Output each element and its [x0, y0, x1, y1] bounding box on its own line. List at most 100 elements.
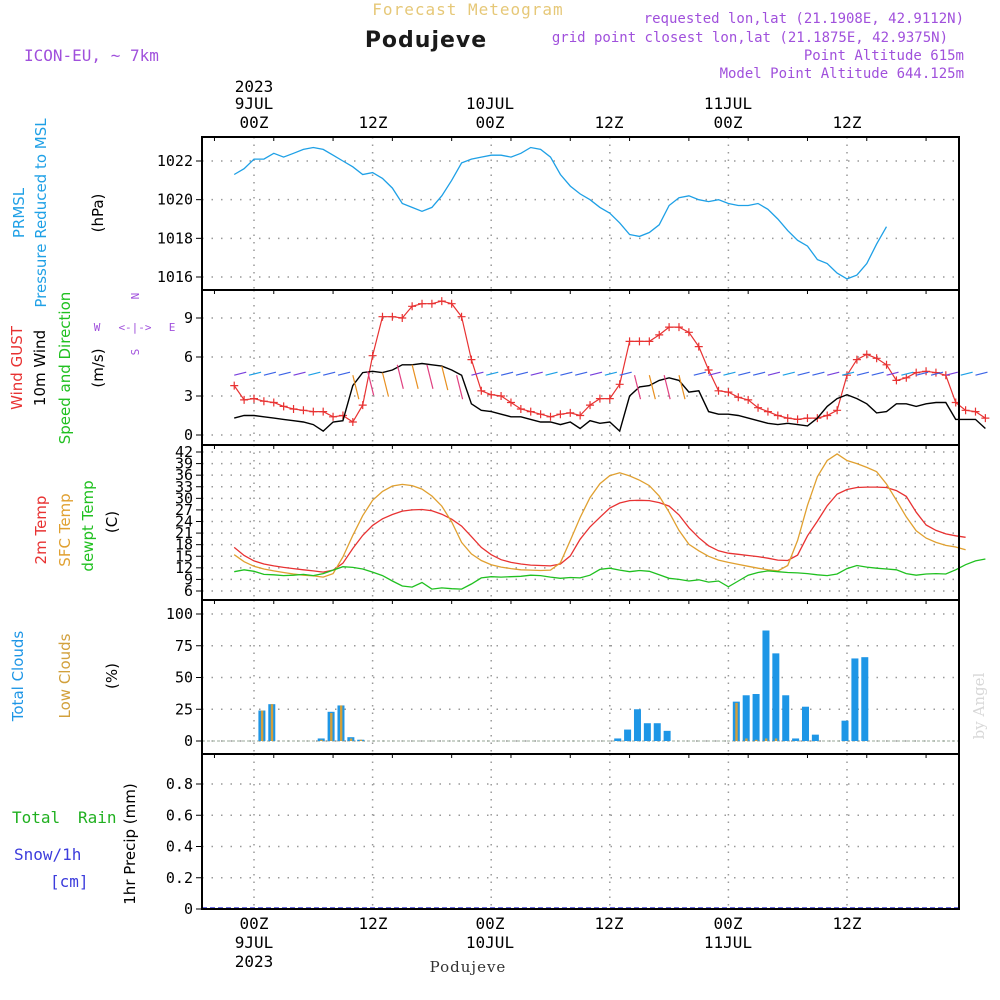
wind-gust-marker	[477, 386, 486, 395]
requested-coords: requested lon,lat (21.1908E, 42.9112N)	[644, 11, 964, 27]
y-tick-label: 50	[175, 669, 193, 687]
wind-gust-marker	[803, 414, 812, 423]
wind-direction-arrow	[916, 371, 929, 376]
wind-gust-marker	[872, 354, 881, 363]
low-cloud-bar	[735, 702, 738, 741]
wind-gust-marker	[586, 401, 595, 410]
wind-direction-arrow	[234, 371, 247, 376]
wind-gust-marker	[823, 411, 832, 420]
wind-direction-arrow	[500, 371, 514, 376]
wind-direction-arrow	[767, 371, 781, 376]
wind-direction-arrow	[589, 371, 603, 376]
low-cloud-bar	[774, 738, 778, 741]
total-cloud-bar	[624, 729, 632, 741]
location-title: Podujeve	[365, 28, 487, 53]
top-time-5: 00Z	[714, 113, 743, 132]
low-cloud-bar	[359, 739, 363, 741]
label-pressure-msl: Pressure Reduced to MSL	[32, 118, 50, 308]
wind-gust-marker	[418, 299, 427, 308]
y-tick-label: 0.6	[166, 806, 193, 824]
wind-gust-marker	[309, 407, 318, 416]
y-tick-label: 24	[175, 513, 193, 531]
wind-gust-marker	[734, 393, 743, 402]
wind-gust-marker	[546, 412, 555, 421]
wind-gust-marker	[467, 355, 476, 364]
pressure-line	[233, 146, 611, 214]
wind-direction-arrow	[545, 371, 558, 376]
wind-gust-marker	[250, 394, 258, 403]
temp-line-2m-temp	[233, 486, 966, 573]
total-cloud-bar	[782, 695, 790, 741]
y-tick-label: 0	[184, 732, 193, 750]
total-cloud-bar	[752, 694, 760, 741]
wind-direction-arrow	[738, 371, 751, 376]
total-cloud-bar	[653, 723, 661, 741]
wind-gust-marker	[862, 350, 871, 359]
wind-speed-line	[234, 362, 986, 433]
y-tick-label: 0.2	[166, 869, 193, 887]
y-tick-label: 6	[184, 348, 193, 366]
wind-direction-arrow	[308, 371, 321, 376]
compass-rose: W <-|-> E N S	[94, 293, 176, 356]
y-tick-label: 21	[175, 524, 193, 542]
wind-gust-marker	[437, 297, 446, 306]
y-tick-label: 75	[175, 637, 193, 655]
label-wind-gust: Wind GUST	[8, 325, 26, 410]
low-cloud-bar	[260, 710, 264, 741]
wind-direction-arrow	[560, 371, 573, 376]
wind-gust-marker	[358, 401, 367, 410]
wind-direction-arrow	[648, 375, 656, 400]
bottom-time-2: 12Z	[359, 914, 388, 933]
panel-frame-precip	[201, 753, 960, 910]
wind-gust-marker	[566, 408, 575, 417]
wind-direction-arrow	[693, 371, 706, 376]
model-label: ICON-EU, ~ 7km	[24, 46, 159, 65]
wind-gust-marker	[961, 406, 970, 415]
wind-gust-marker	[497, 392, 506, 400]
wind-gust-marker	[595, 394, 604, 403]
label-low-clouds: Low Clouds	[56, 633, 74, 718]
y-tick-label: 1018	[157, 229, 193, 247]
total-cloud-bar	[801, 706, 809, 741]
compass-s: S	[129, 349, 142, 356]
wind-direction-arrow	[619, 371, 632, 376]
low-cloud-bar	[270, 704, 274, 741]
wind-gust-marker	[793, 415, 802, 424]
grid-layer	[202, 137, 959, 910]
wind-gust-marker	[971, 407, 980, 416]
wind-direction-arrow	[930, 371, 944, 376]
low-cloud-bar	[349, 738, 353, 741]
y-tick-label: 6	[184, 582, 193, 600]
wind-gust-marker	[912, 368, 921, 377]
wind-direction-arrow	[352, 375, 360, 400]
compass-n: N	[129, 293, 142, 300]
wind-direction-arrow	[960, 371, 973, 376]
y-tick-label: 25	[175, 700, 193, 718]
wind-gust-marker	[754, 403, 763, 412]
wind-direction-arrow	[486, 371, 499, 376]
wind-gust-marker	[922, 367, 931, 376]
wind-gust-marker	[941, 371, 950, 380]
top-time-4: 12Z	[595, 113, 624, 132]
wind-gust-marker	[674, 323, 683, 332]
wind-gust-marker	[981, 414, 990, 423]
wind-gust-marker	[487, 390, 496, 399]
wind-gust-marker	[269, 398, 278, 407]
wind-gust-marker	[378, 312, 387, 321]
temp-line-sfc-temp	[233, 453, 966, 578]
bottom-location: Podujeve	[430, 958, 507, 976]
wind-direction-arrow	[782, 371, 795, 376]
wind-gust-marker	[506, 398, 515, 407]
wind-gust-marker	[329, 412, 338, 421]
wind-direction-arrow	[323, 371, 336, 376]
total-cloud-bar	[861, 657, 869, 741]
wind-gust-marker	[684, 328, 693, 337]
total-cloud-bar	[633, 709, 641, 741]
wind-gust-marker	[645, 337, 654, 346]
label-percent: (%)	[103, 663, 121, 689]
wind-gust-marker	[665, 323, 674, 332]
grid-point-coords: grid point closest lon,lat (21.1875E, 42…	[552, 30, 948, 46]
total-cloud-bar	[851, 658, 859, 741]
wind-gust-marker	[368, 351, 377, 360]
